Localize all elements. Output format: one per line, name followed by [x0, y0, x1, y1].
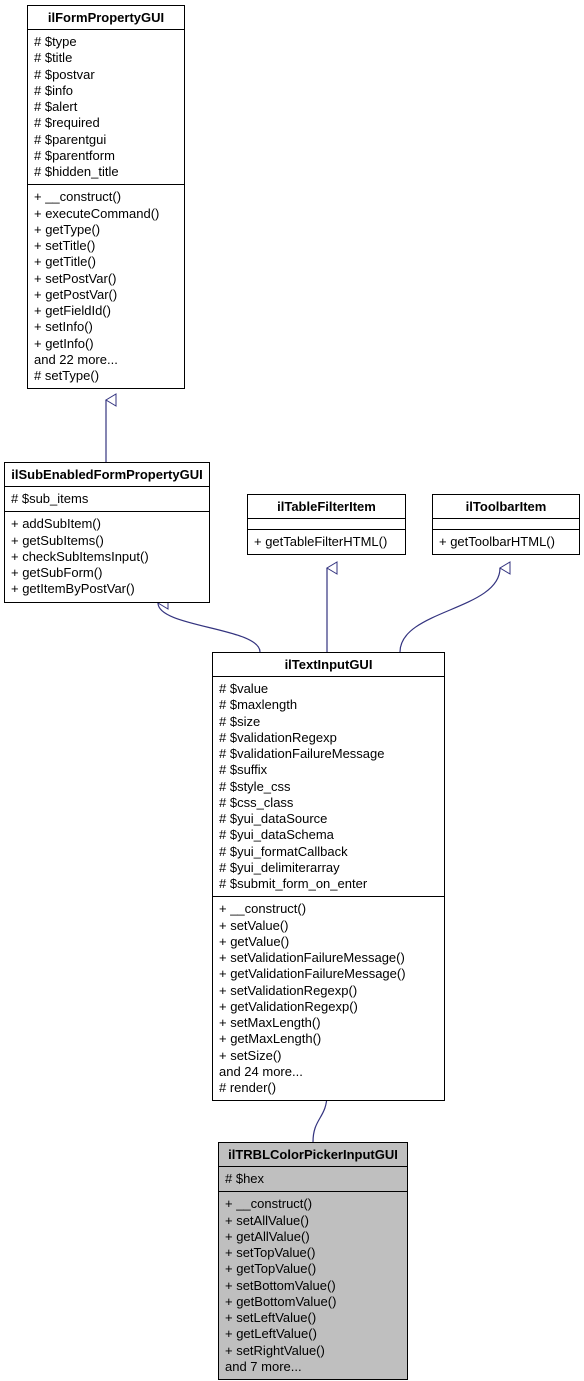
attribute-row: # $yui_dataSchema [219, 827, 438, 843]
attribute-row: # $validationRegexp [219, 730, 438, 746]
attribute-row: # $yui_delimiterarray [219, 860, 438, 876]
attribute-row: # $title [34, 50, 178, 66]
attribute-row: # $alert [34, 99, 178, 115]
method-row: + setMaxLength() [219, 1015, 438, 1031]
inheritance-edge [400, 568, 500, 652]
attributes-section: # $hex [219, 1167, 407, 1192]
method-row: + setValue() [219, 918, 438, 934]
method-row: + setAllValue() [225, 1213, 401, 1229]
method-row: + setInfo() [34, 319, 178, 335]
attribute-row: # $parentform [34, 148, 178, 164]
attribute-row: # $css_class [219, 795, 438, 811]
class-title: ilSubEnabledFormPropertyGUI [5, 463, 209, 487]
method-row: + setSize() [219, 1048, 438, 1064]
attribute-row: # $suffix [219, 762, 438, 778]
methods-section: + getToolbarHTML() [433, 530, 579, 554]
attribute-row: # $size [219, 714, 438, 730]
method-row: + getSubForm() [11, 565, 203, 581]
method-row: + setPostVar() [34, 271, 178, 287]
method-row: and 24 more... [219, 1064, 438, 1080]
method-row: + setValidationFailureMessage() [219, 950, 438, 966]
attribute-row: # $parentgui [34, 132, 178, 148]
method-row: and 7 more... [225, 1359, 401, 1375]
attributes-section [433, 519, 579, 530]
attributes-section: # $type# $title# $postvar# $info# $alert… [28, 30, 184, 185]
class-title: ilFormPropertyGUI [28, 6, 184, 30]
class-ilFormPropertyGUI: ilFormPropertyGUI# $type# $title# $postv… [27, 5, 185, 389]
method-row: + getValue() [219, 934, 438, 950]
methods-section: + addSubItem()+ getSubItems()+ checkSubI… [5, 512, 209, 601]
attribute-row: # $hidden_title [34, 164, 178, 180]
attribute-row: # $validationFailureMessage [219, 746, 438, 762]
methods-section: + __construct()+ setAllValue()+ getAllVa… [219, 1192, 407, 1379]
class-ilTRBLColorPickerInputGUI: ilTRBLColorPickerInputGUI # $hex + __const… [218, 1142, 408, 1380]
method-row: + getBottomValue() [225, 1294, 401, 1310]
method-row: + getMaxLength() [219, 1031, 438, 1047]
methods-section: + getTableFilterHTML() [248, 530, 405, 554]
method-row: + getFieldId() [34, 303, 178, 319]
attribute-row: # $value [219, 681, 438, 697]
method-row: + getTopValue() [225, 1261, 401, 1277]
class-ilSubEnabledFormPropertyGUI: ilSubEnabledFormPropertyGUI # $sub_items +… [4, 462, 210, 603]
method-row: + setTopValue() [225, 1245, 401, 1261]
attribute-row: # $type [34, 34, 178, 50]
method-row: + getPostVar() [34, 287, 178, 303]
method-row: + getToolbarHTML() [439, 534, 573, 550]
attribute-row: # $info [34, 83, 178, 99]
method-row: + getItemByPostVar() [11, 581, 203, 597]
methods-section: + __construct()+ executeCommand()+ getTy… [28, 185, 184, 388]
method-row: + getValidationRegexp() [219, 999, 438, 1015]
method-row: + getAllValue() [225, 1229, 401, 1245]
method-row: + getTableFilterHTML() [254, 534, 399, 550]
method-row: and 22 more... [34, 352, 178, 368]
attribute-row: # $sub_items [11, 491, 203, 507]
method-row: + __construct() [219, 901, 438, 917]
method-row: + setRightValue() [225, 1343, 401, 1359]
inheritance-edge [158, 603, 260, 652]
class-title: ilTableFilterItem [248, 495, 405, 519]
class-ilTextInputGUI: ilTextInputGUI# $value# $maxlength# $siz… [212, 652, 445, 1101]
class-ilTableFilterItem: ilTableFilterItem + getTableFilterHTML() [247, 494, 406, 555]
method-row: + getTitle() [34, 254, 178, 270]
method-row: # render() [219, 1080, 438, 1096]
attributes-section [248, 519, 405, 530]
attribute-row: # $submit_form_on_enter [219, 876, 438, 892]
method-row: + addSubItem() [11, 516, 203, 532]
attribute-row: # $yui_formatCallback [219, 844, 438, 860]
method-row: + __construct() [225, 1196, 401, 1212]
method-row: + getLeftValue() [225, 1326, 401, 1342]
methods-section: + __construct()+ setValue()+ getValue()+… [213, 897, 444, 1100]
attribute-row: # $hex [225, 1171, 401, 1187]
attributes-section: # $value# $maxlength# $size# $validation… [213, 677, 444, 897]
method-row: + getValidationFailureMessage() [219, 966, 438, 982]
class-ilToolbarItem: ilToolbarItem + getToolbarHTML() [432, 494, 580, 555]
method-row: + setBottomValue() [225, 1278, 401, 1294]
method-row: + setLeftValue() [225, 1310, 401, 1326]
method-row: + setValidationRegexp() [219, 983, 438, 999]
class-title: ilTextInputGUI [213, 653, 444, 677]
method-row: + checkSubItemsInput() [11, 549, 203, 565]
attribute-row: # $postvar [34, 67, 178, 83]
method-row: + getSubItems() [11, 533, 203, 549]
attribute-row: # $yui_dataSource [219, 811, 438, 827]
method-row: + getType() [34, 222, 178, 238]
method-row: + setTitle() [34, 238, 178, 254]
method-row: + executeCommand() [34, 206, 178, 222]
class-title: ilTRBLColorPickerInputGUI [219, 1143, 407, 1167]
attribute-row: # $maxlength [219, 697, 438, 713]
method-row: + __construct() [34, 189, 178, 205]
attributes-section: # $sub_items [5, 487, 209, 512]
attribute-row: # $style_css [219, 779, 438, 795]
method-row: + getInfo() [34, 336, 178, 352]
class-title: ilToolbarItem [433, 495, 579, 519]
attribute-row: # $required [34, 115, 178, 131]
method-row: # setType() [34, 368, 178, 384]
